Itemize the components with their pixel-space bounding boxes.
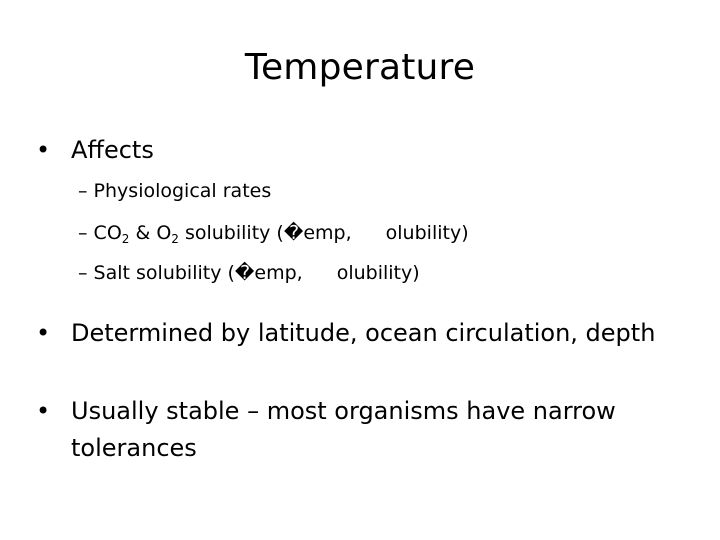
subscript-2: 2 <box>171 232 179 246</box>
bullet-glyph: • <box>36 136 51 164</box>
temp-text: emp, <box>303 222 352 244</box>
bullet-affects-label: Affects <box>71 136 154 164</box>
bullet-glyph: • <box>36 319 51 347</box>
bullet-affects: • Affects <box>36 132 671 169</box>
sub-bullet-physiological: – Physiological rates <box>78 177 271 205</box>
bullet-glyph: • <box>36 397 51 425</box>
missing-glyph-icon: � <box>283 222 304 244</box>
co-text: CO <box>93 222 122 244</box>
arrow-slot <box>303 264 337 284</box>
salt-solubility-text: Salt solubility ( <box>93 262 235 284</box>
missing-glyph-icon: � <box>234 262 255 284</box>
sub-bullet-dash: – <box>78 262 88 284</box>
o-text: & O <box>129 222 172 244</box>
temp-text: emp, <box>254 262 303 284</box>
subscript-2: 2 <box>121 232 130 246</box>
sub-bullet-text: Physiological rates <box>93 180 272 202</box>
slide-title: Temperature <box>244 47 476 88</box>
sub-bullet-dash: – <box>78 222 88 244</box>
sub-bullet-salt-solubility: – Salt solubility (�emp, olubility) <box>78 259 420 287</box>
sub-bullet-gas-solubility: – CO2 & O2 solubility (�emp, olubility) <box>78 219 469 247</box>
arrow-slot <box>352 224 386 244</box>
result-text: olubility) <box>385 222 469 244</box>
result-text: olubility) <box>336 262 420 284</box>
solubility-text: solubility ( <box>178 222 284 244</box>
bullet-determined: • Determined by latitude, ocean circulat… <box>36 315 671 352</box>
sub-bullet-dash: – <box>78 180 88 202</box>
bullet-stable: • Usually stable – most organisms have n… <box>36 393 671 467</box>
bullet-stable-text: Usually stable – most organisms have nar… <box>71 397 616 462</box>
bullet-determined-text: Determined by latitude, ocean circulatio… <box>71 319 656 347</box>
